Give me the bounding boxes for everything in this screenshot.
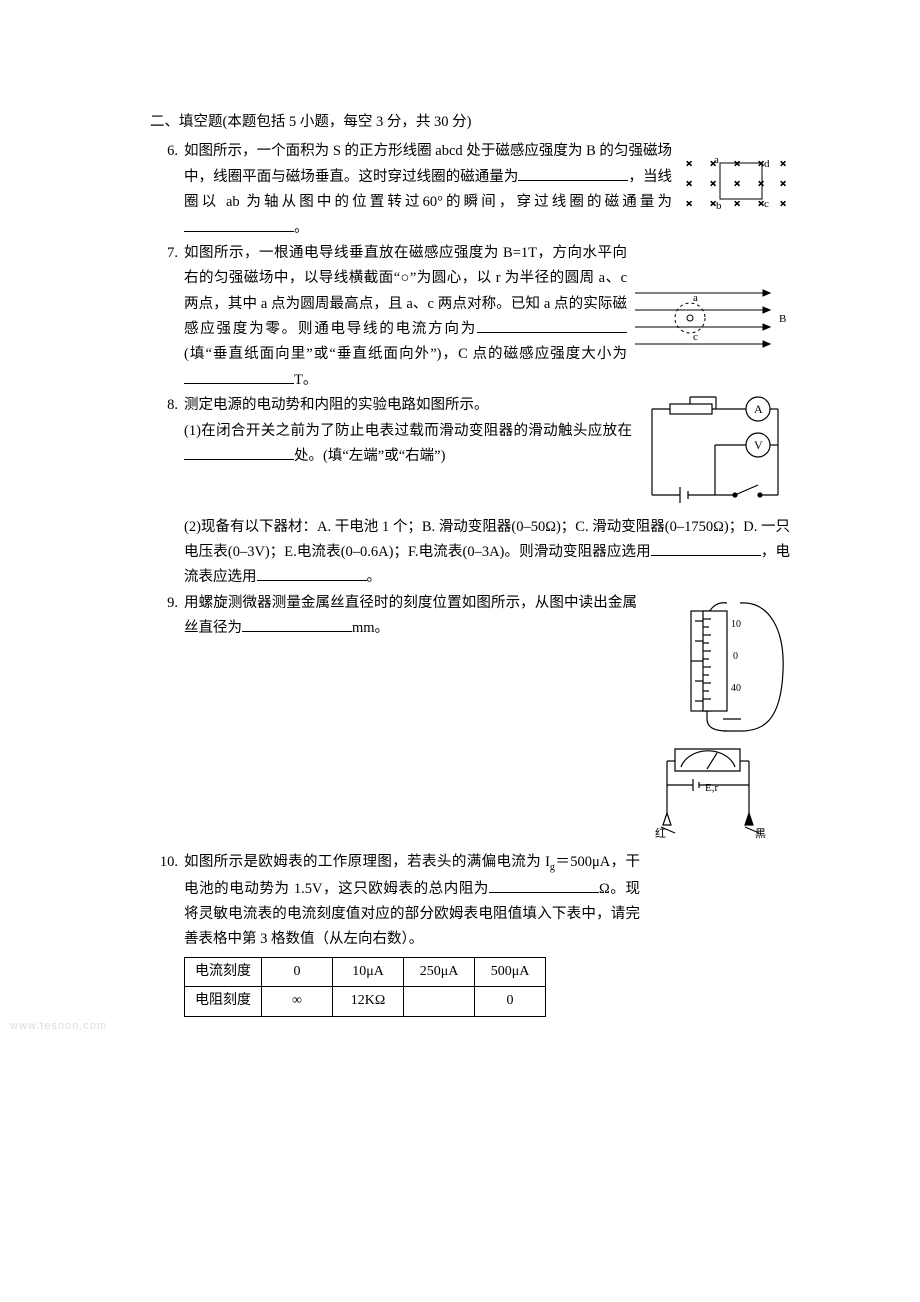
question-9: 9. <box>150 591 790 850</box>
cell: ∞ <box>262 987 333 1017</box>
q7-blank1 <box>477 318 627 334</box>
q7-figure: a c B <box>635 275 790 364</box>
q8-blank1 <box>184 444 294 460</box>
svg-text:×: × <box>758 178 764 190</box>
q8-p1c: 处。(填“左端”或“右端”) <box>294 448 445 464</box>
watermark: www.tesoon.com <box>10 1020 107 1032</box>
svg-text:黑: 黑 <box>755 827 766 840</box>
question-7: 7. a c B <box>150 241 790 393</box>
section-title: 二、填空题(本题包括 5 小题，每空 3 分，共 30 分) <box>150 110 790 135</box>
svg-text:×: × <box>780 158 786 170</box>
q8-blank3 <box>257 566 367 582</box>
svg-text:×: × <box>780 178 786 190</box>
q6-figure: ×××× ×××× ×××× ××× a d b c <box>680 153 790 228</box>
svg-text:b: b <box>716 200 722 212</box>
cell: 12KΩ <box>333 987 404 1017</box>
q9-t2: mm。 <box>352 620 389 636</box>
cell-blank <box>404 987 475 1017</box>
cell: 250μA <box>404 957 475 987</box>
th-resistance: 电阻刻度 <box>185 987 262 1017</box>
cell: 0 <box>475 987 546 1017</box>
svg-text:×: × <box>734 158 740 170</box>
q8-p1a: 测定电源的电动势和内阻的实验电路如图所示。 <box>184 397 489 413</box>
question-8: 8. <box>150 393 790 591</box>
question-6: 6. ×××× ×××× ×××× ××× a d <box>150 139 790 241</box>
svg-text:×: × <box>780 198 786 210</box>
cell: 500μA <box>475 957 546 987</box>
svg-text:0: 0 <box>733 651 738 662</box>
q6-blank1 <box>518 165 628 181</box>
svg-text:c: c <box>764 198 769 210</box>
q6-blank2 <box>184 216 294 232</box>
q10-number: 10. <box>150 850 184 1017</box>
svg-text:d: d <box>764 158 770 170</box>
q8-number: 8. <box>150 393 184 591</box>
svg-text:B: B <box>779 313 786 325</box>
svg-text:A: A <box>754 402 763 416</box>
q6-number: 6. <box>150 139 184 241</box>
svg-text:×: × <box>686 158 692 170</box>
svg-text:a: a <box>693 292 698 304</box>
q7-t2: (填“垂直纸面向里”或“垂直纸面向外”)，C 点的磁感应强度大小为 <box>184 346 627 362</box>
table-row: 电阻刻度 ∞ 12KΩ 0 <box>185 987 546 1017</box>
svg-text:×: × <box>686 178 692 190</box>
q6-t3: 。 <box>294 220 309 236</box>
q7-t3: T。 <box>294 372 317 388</box>
svg-text:E,r: E,r <box>705 782 718 794</box>
svg-text:a: a <box>714 154 719 166</box>
q10-blank1 <box>489 877 599 893</box>
q9-blank1 <box>242 617 352 633</box>
q10-table: 电流刻度 0 10μA 250μA 500μA 电阻刻度 ∞ 12KΩ 0 <box>184 957 546 1017</box>
q8-p1b: (1)在闭合开关之前为了防止电表过载而滑动变阻器的滑动触头应放在 <box>184 423 632 439</box>
svg-text:×: × <box>734 178 740 190</box>
th-current: 电流刻度 <box>185 957 262 987</box>
svg-text:×: × <box>734 198 740 210</box>
q10-t1: 如图所示是欧姆表的工作原理图，若表头的满偏电流为 I <box>184 854 550 870</box>
table-row: 电流刻度 0 10μA 250μA 500μA <box>185 957 546 987</box>
svg-text:10: 10 <box>731 619 741 630</box>
q8-p2c: 。 <box>367 569 382 585</box>
q7-blank2 <box>184 368 294 384</box>
q8-blank2 <box>651 540 761 556</box>
svg-text:×: × <box>710 178 716 190</box>
q7-number: 7. <box>150 241 184 393</box>
q9-number: 9. <box>150 591 184 850</box>
question-10: 10. 如图所示是欧姆表的工作原理图，若表头的满偏电流为 Ig＝500μA，干电… <box>150 850 790 1017</box>
svg-text:V: V <box>754 438 763 452</box>
cell: 0 <box>262 957 333 987</box>
svg-text:×: × <box>686 198 692 210</box>
q9-q10-figure: 10 0 40 <box>645 591 790 850</box>
q8-figure: A V <box>640 395 790 514</box>
svg-text:40: 40 <box>731 683 741 694</box>
svg-text:c: c <box>693 331 698 343</box>
cell: 10μA <box>333 957 404 987</box>
